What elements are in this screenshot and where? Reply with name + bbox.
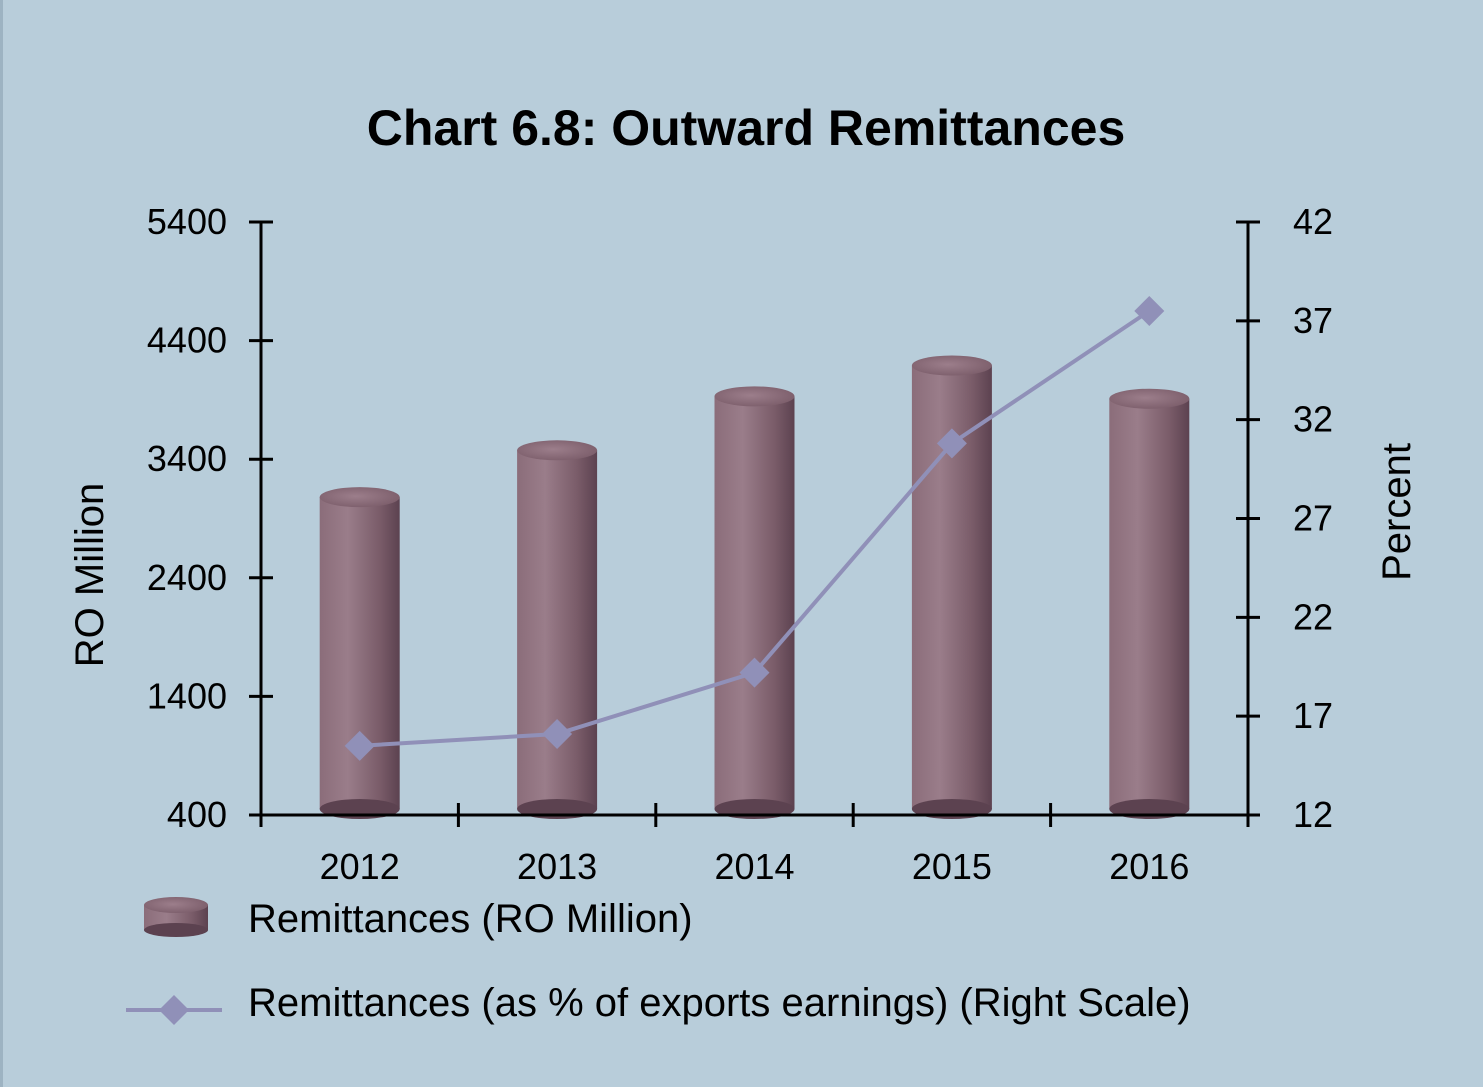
y-tick-label-2400: 2400 [147, 557, 227, 598]
y-tick-label-1400: 1400 [147, 675, 227, 716]
y-tick-label-4400: 4400 [147, 320, 227, 361]
y2-tick-label-42: 42 [1293, 201, 1333, 242]
y-tick-label-5400: 5400 [147, 201, 227, 242]
legend-item-bars: Remittances (RO Million) [144, 897, 693, 941]
bar-2014 [714, 386, 795, 819]
y2-tick-label-37: 37 [1293, 300, 1333, 341]
bar-top [517, 440, 598, 461]
bar-top [1109, 388, 1190, 409]
y2-tick-label-22: 22 [1293, 596, 1333, 637]
bar-top [911, 355, 992, 376]
y2-tick-label-17: 17 [1293, 695, 1333, 736]
bar-2016 [1109, 388, 1190, 819]
line-layer [344, 295, 1165, 761]
x-tick-label-2015: 2015 [912, 846, 992, 887]
legend-label-line: Remittances (as % of exports earnings) (… [248, 981, 1191, 1025]
y2-axis-title: Percent [1375, 443, 1419, 581]
y-axis-title: RO Million [68, 483, 112, 667]
line-point-2015 [936, 428, 967, 459]
legend: Remittances (RO Million) Remittances (as… [126, 897, 1191, 1025]
bar-2013 [517, 440, 598, 819]
y-tick-label-400: 400 [167, 794, 227, 835]
bar-top [714, 386, 795, 407]
line-point-2013 [542, 718, 573, 749]
legend-label-bars: Remittances (RO Million) [248, 897, 693, 941]
chart-svg: Chart 6.8: Outward Remittances RO Millio… [68, 100, 1419, 1025]
line-point-2014 [739, 657, 770, 688]
legend-line-diamond-icon [126, 995, 222, 1025]
legend-item-line: Remittances (as % of exports earnings) (… [126, 981, 1191, 1025]
bars-layer [319, 355, 1190, 819]
bar-body [714, 396, 795, 809]
y2-tick-label-32: 32 [1293, 399, 1333, 440]
bar-body [1109, 398, 1190, 809]
y-tick-label-3400: 3400 [147, 438, 227, 479]
bar-2012 [319, 487, 400, 819]
y2-tick-label-27: 27 [1293, 498, 1333, 539]
axes-layer: 400 1400 2400 3400 4400 5400 12 17 22 27 32 37 42 201… [147, 201, 1333, 887]
legend-cylinder-icon [144, 897, 208, 937]
x-tick-label-2014: 2014 [714, 846, 794, 887]
chart-title: Chart 6.8: Outward Remittances [367, 100, 1126, 156]
x-tick-label-2012: 2012 [320, 846, 400, 887]
bar-body [517, 450, 598, 809]
y2-tick-label-12: 12 [1293, 794, 1333, 835]
line-point-2016 [1134, 295, 1165, 326]
bar-top [319, 487, 400, 508]
line-point-2012 [344, 730, 375, 761]
bar-body [319, 497, 400, 809]
x-tick-label-2016: 2016 [1109, 846, 1189, 887]
x-tick-label-2013: 2013 [517, 846, 597, 887]
